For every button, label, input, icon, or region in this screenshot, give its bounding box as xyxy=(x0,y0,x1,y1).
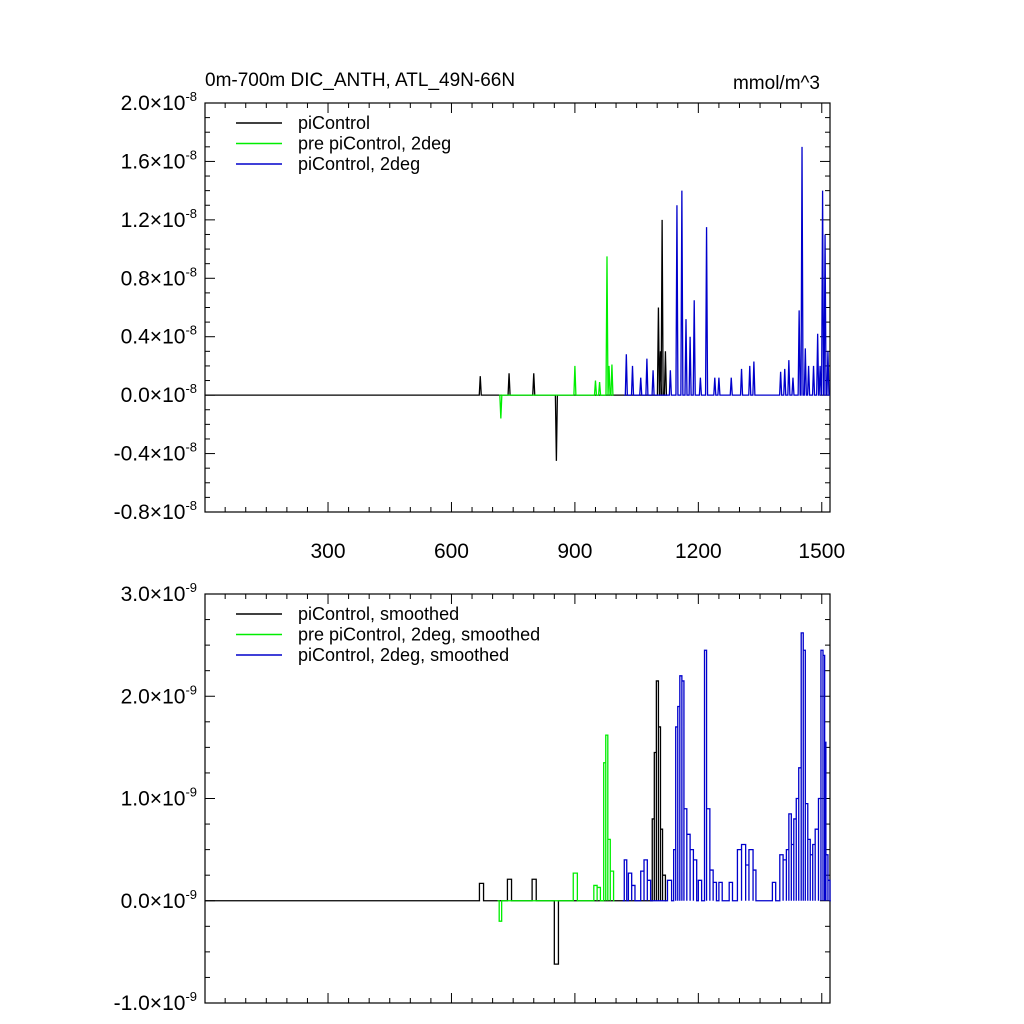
legend-entry: piControl, smoothed xyxy=(298,604,459,624)
y-tick-label: -0.8×10-8 xyxy=(114,498,197,524)
x-tick-label: 300 xyxy=(311,540,346,563)
y-tick-label: 1.0×10-9 xyxy=(121,785,197,811)
y-tick-label: 2.0×10-8 xyxy=(121,89,197,115)
y-tick-label: 0.4×10-8 xyxy=(121,323,197,349)
legend-entry: pre piControl, 2deg xyxy=(298,134,451,154)
y-tick-label: 2.0×10-9 xyxy=(121,682,197,708)
y-tick-label: 3.0×10-9 xyxy=(121,580,197,606)
chart-panel-bottom: 3.0×10-9 2.0×10-9 1.0×10-9 0.0×10-9 -1.0×10-… xyxy=(114,580,831,1015)
series-line-2 xyxy=(622,632,831,902)
legend-entry: piControl, 2deg xyxy=(298,154,420,174)
y-tick-label: -1.0×10-9 xyxy=(114,989,197,1015)
legend-entry: piControl, 2deg, smoothed xyxy=(298,645,509,665)
series-line-0 xyxy=(205,219,668,461)
y-tick-label: 1.6×10-8 xyxy=(121,147,197,173)
series-line-1 xyxy=(497,734,615,922)
y-tick-label: -0.4×10-8 xyxy=(114,440,197,466)
x-tick-label: 600 xyxy=(434,540,469,563)
y-tick-label: 1.2×10-8 xyxy=(121,206,197,232)
chart-panel-top: 2.0×10-8 1.6×10-8 1.2×10-8 0.8×10-8 0.4×10-8… xyxy=(114,70,846,563)
y-tick-label: 0.0×10-8 xyxy=(121,381,197,407)
series-line-0 xyxy=(205,680,667,965)
x-tick-label: 1500 xyxy=(798,540,845,563)
y-tick-label: 0.8×10-8 xyxy=(121,264,197,290)
x-tick-label: 1200 xyxy=(675,540,722,563)
chart-title: 0m-700m DIC_ANTH, ATL_49N-66N xyxy=(205,70,515,91)
units-label: mmol/m^3 xyxy=(733,73,820,94)
series-line-1 xyxy=(499,256,614,419)
series-line-2 xyxy=(624,146,830,396)
legend-entry: piControl xyxy=(298,113,370,133)
x-tick-label: 900 xyxy=(557,540,592,563)
y-tick-label: 0.0×10-9 xyxy=(121,887,197,913)
legend-entry: pre piControl, 2deg, smoothed xyxy=(298,625,540,645)
